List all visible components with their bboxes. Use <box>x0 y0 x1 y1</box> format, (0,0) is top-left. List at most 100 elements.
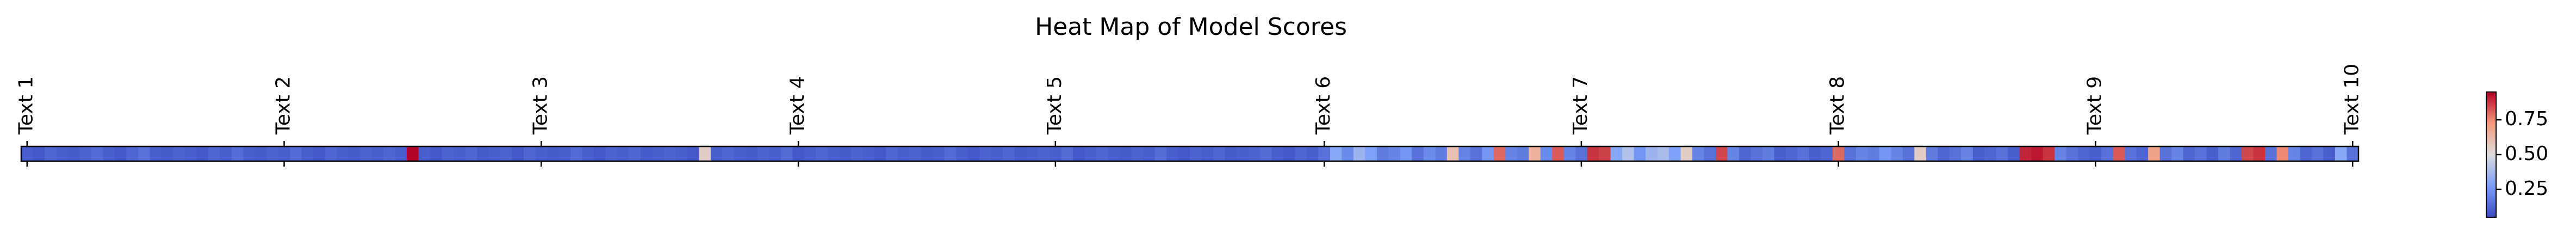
heatmap-cell <box>524 146 536 161</box>
heatmap-cell <box>1061 146 1073 161</box>
heatmap-cell <box>1318 146 1331 161</box>
heatmap-cell <box>1201 146 1214 161</box>
heatmap-cell <box>1225 146 1237 161</box>
heatmap-cell <box>1166 146 1179 161</box>
heatmap-cell <box>2125 146 2137 161</box>
heatmap-cell <box>1680 146 1693 161</box>
heatmap-cell <box>1938 146 1950 161</box>
heatmap-cell <box>710 146 723 161</box>
heatmap-cell <box>2031 146 2044 161</box>
x-tick-label: Text 1 <box>15 76 38 135</box>
x-tick-label: Text 2 <box>272 76 295 135</box>
heatmap-cell <box>1050 146 1062 161</box>
x-tick-label: Text 5 <box>1044 76 1066 135</box>
heatmap-cell <box>1610 146 1623 161</box>
heatmap-cell <box>1073 146 1085 161</box>
heatmap-cell <box>1493 146 1506 161</box>
heatmap-cell <box>921 146 933 161</box>
heatmap-cell <box>1821 146 1833 161</box>
heatmap-cell <box>1622 146 1635 161</box>
heatmap-cell <box>1704 146 1716 161</box>
heatmap-cell <box>1587 146 1599 161</box>
heatmap-cell <box>1529 146 1541 161</box>
heatmap-cell <box>956 146 969 161</box>
heatmap-cell <box>1540 146 1553 161</box>
heatmap-cell <box>290 146 302 161</box>
colorbar-tick-label: 0.50 <box>2505 143 2548 165</box>
heatmap-cell <box>2218 146 2231 161</box>
heatmap-cell <box>629 146 641 161</box>
heatmap-cell <box>1376 146 1389 161</box>
heatmap-cell <box>1879 146 1891 161</box>
heatmap-cell <box>173 146 185 161</box>
heatmap-cell <box>465 146 477 161</box>
heatmap-cell <box>2230 146 2242 161</box>
heatmap-cell <box>126 146 139 161</box>
heatmap-cell <box>1084 146 1097 161</box>
heatmap-cell <box>547 146 560 161</box>
colorbar-tick-label: 0.25 <box>2505 177 2548 200</box>
heatmap-cell <box>1038 146 1050 161</box>
heatmap-cell <box>2019 146 2032 161</box>
heatmap-cell <box>79 146 92 161</box>
heatmap-cell <box>746 146 758 161</box>
heatmap-cell <box>1739 146 1752 161</box>
heatmap-cell <box>1447 146 1459 161</box>
heatmap-cell <box>535 146 548 161</box>
heatmap-cell <box>734 146 746 161</box>
heatmap-cell <box>722 146 735 161</box>
heatmap-cell <box>1154 146 1167 161</box>
x-tick-label: Text 7 <box>1569 76 1592 135</box>
heatmap-cell <box>1972 146 1985 161</box>
heatmap-cell <box>1844 146 1857 161</box>
heatmap-cell <box>395 146 407 161</box>
heatmap-cell <box>418 146 431 161</box>
heatmap-cell <box>1108 146 1120 161</box>
heatmap-cell <box>383 146 396 161</box>
heatmap-cell <box>2335 146 2348 161</box>
heatmap-cell <box>1120 146 1132 161</box>
heatmap-cell <box>792 146 805 161</box>
heatmap-cell <box>2171 146 2184 161</box>
x-tick-label: Text 9 <box>2083 76 2106 135</box>
heatmap-cell <box>2265 146 2277 161</box>
heatmap-cell <box>278 146 290 161</box>
heatmap-cell <box>1716 146 1728 161</box>
heatmap-cell <box>1727 146 1740 161</box>
heatmap-cell <box>1259 146 1272 161</box>
heatmap-cell <box>1248 146 1261 161</box>
heatmap-cell <box>862 146 875 161</box>
heatmap-cell <box>337 146 349 161</box>
heatmap-cell <box>1505 146 1518 161</box>
heatmap-cell <box>1855 146 1868 161</box>
heatmap-cell <box>1143 146 1156 161</box>
heatmap-cell <box>2183 146 2195 161</box>
heatmap-cell <box>699 146 711 161</box>
heatmap-cell <box>1003 146 1015 161</box>
heatmap-cell <box>1657 146 1669 161</box>
heatmap-cell <box>1306 146 1319 161</box>
heatmap-cell <box>1599 146 1611 161</box>
heatmap-cell <box>757 146 769 161</box>
heatmap-cell <box>1330 146 1342 161</box>
heatmap-cell <box>1400 146 1412 161</box>
heatmap-cell <box>243 146 256 161</box>
heatmap-cell <box>348 146 361 161</box>
heatmap-cell <box>1552 146 1565 161</box>
heatmap-cell <box>103 146 115 161</box>
heatmap-cell <box>1342 146 1354 161</box>
heatmap-cell <box>266 146 279 161</box>
heatmap-cell <box>2054 146 2067 161</box>
heatmap-cell <box>150 146 162 161</box>
heatmap-cell <box>2008 146 2020 161</box>
heatmap-cell <box>640 146 653 161</box>
heatmap-cell <box>1762 146 1774 161</box>
heatmap-cell <box>1131 146 1144 161</box>
heatmap-cell <box>231 146 244 161</box>
heatmap-cell <box>1797 146 1810 161</box>
heatmap-cell <box>827 146 840 161</box>
heatmap-cell <box>1388 146 1401 161</box>
heatmap-cell <box>2089 146 2102 161</box>
heatmap-cell <box>2300 146 2312 161</box>
heatmap-cell <box>1190 146 1202 161</box>
